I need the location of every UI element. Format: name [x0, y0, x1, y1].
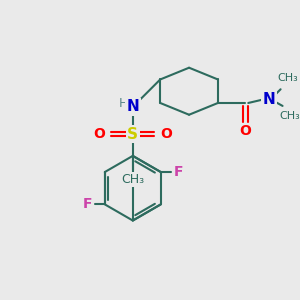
Text: O: O: [160, 127, 172, 141]
Text: CH₃: CH₃: [121, 173, 144, 186]
Text: H: H: [118, 98, 128, 110]
Text: CH₃: CH₃: [279, 111, 300, 121]
Text: N: N: [262, 92, 275, 106]
Text: F: F: [174, 165, 183, 179]
Text: O: O: [94, 127, 105, 141]
Text: S: S: [127, 127, 138, 142]
Text: N: N: [126, 99, 139, 114]
Text: F: F: [82, 197, 92, 212]
Text: CH₃: CH₃: [277, 74, 298, 83]
Text: O: O: [239, 124, 251, 138]
